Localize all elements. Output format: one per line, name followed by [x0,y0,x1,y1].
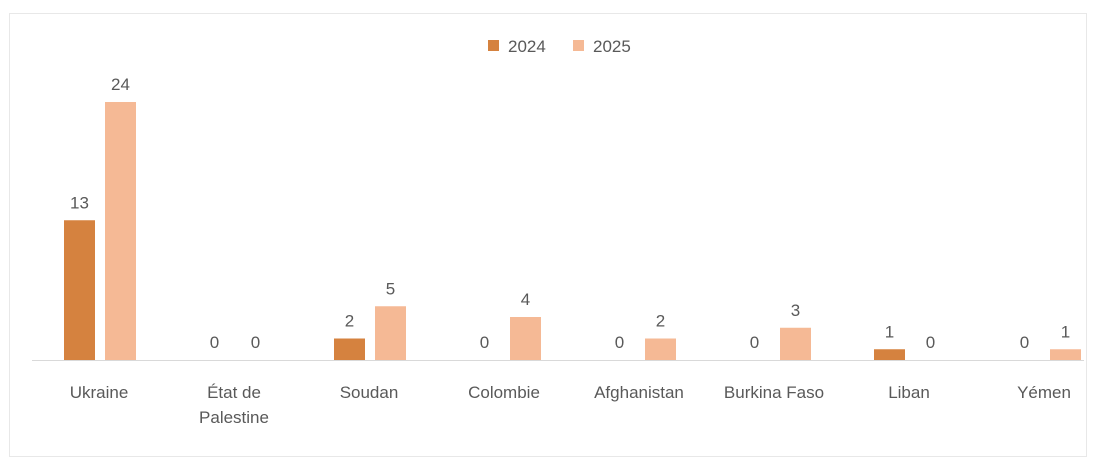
category-label-afghanistan: Afghanistan [594,383,684,402]
category-label-line: Palestine [199,408,269,427]
data-label-liban-2024: 1 [885,322,894,341]
category-label-yemen: Yémen [1017,383,1071,402]
data-label-afghanistan-2025: 2 [656,312,665,331]
bar-soudan-2025 [375,306,406,360]
data-label-afghanistan-2024: 0 [615,333,624,352]
legend: 2024 2025 [488,37,631,56]
legend-label-2024: 2024 [508,37,546,56]
data-label-burkina-faso-2025: 3 [791,301,800,320]
legend-swatch-2025 [573,40,584,51]
category-label-line: État de [207,383,261,402]
category-label-ukraine: Ukraine [70,383,129,402]
data-label-liban-2025: 0 [926,333,935,352]
bar-ukraine-2024 [64,220,95,360]
legend-label-2025: 2025 [593,37,631,56]
data-label-ukraine-2024: 13 [70,193,89,212]
bar-soudan-2024 [334,338,365,360]
data-label-yemen-2024: 0 [1020,333,1029,352]
data-label-ukraine-2025: 24 [111,75,130,94]
data-label-etat-de-palestine-2024: 0 [210,333,219,352]
data-label-etat-de-palestine-2025: 0 [251,333,260,352]
category-label-line: Burkina Faso [724,383,824,402]
category-label-liban: Liban [888,383,930,402]
category-label-burkina-faso: Burkina Faso [724,383,824,402]
data-label-soudan-2024: 2 [345,312,354,331]
bar-burkina-faso-2025 [780,327,811,360]
category-label-soudan: Soudan [340,383,399,402]
data-label-yemen-2025: 1 [1061,322,1070,341]
data-label-burkina-faso-2024: 0 [750,333,759,352]
category-label-line: Ukraine [70,383,129,402]
category-label-etat-de-palestine: État de Palestine [199,383,269,427]
category-label-colombie: Colombie [468,383,540,402]
data-label-colombie-2025: 4 [521,290,530,309]
category-label-line: Colombie [468,383,540,402]
category-label-line: Afghanistan [594,383,684,402]
data-label-colombie-2024: 0 [480,333,489,352]
bar-colombie-2025 [510,317,541,360]
category-label-line: Liban [888,383,930,402]
category-label-line: Yémen [1017,383,1071,402]
chart-frame [9,13,1087,457]
legend-swatch-2024 [488,40,499,51]
bar-yemen-2025 [1050,349,1081,360]
category-label-line: Soudan [340,383,399,402]
bar-liban-2024 [874,349,905,360]
bar-afghanistan-2025 [645,338,676,360]
data-label-soudan-2025: 5 [386,279,395,298]
bar-ukraine-2025 [105,102,136,360]
